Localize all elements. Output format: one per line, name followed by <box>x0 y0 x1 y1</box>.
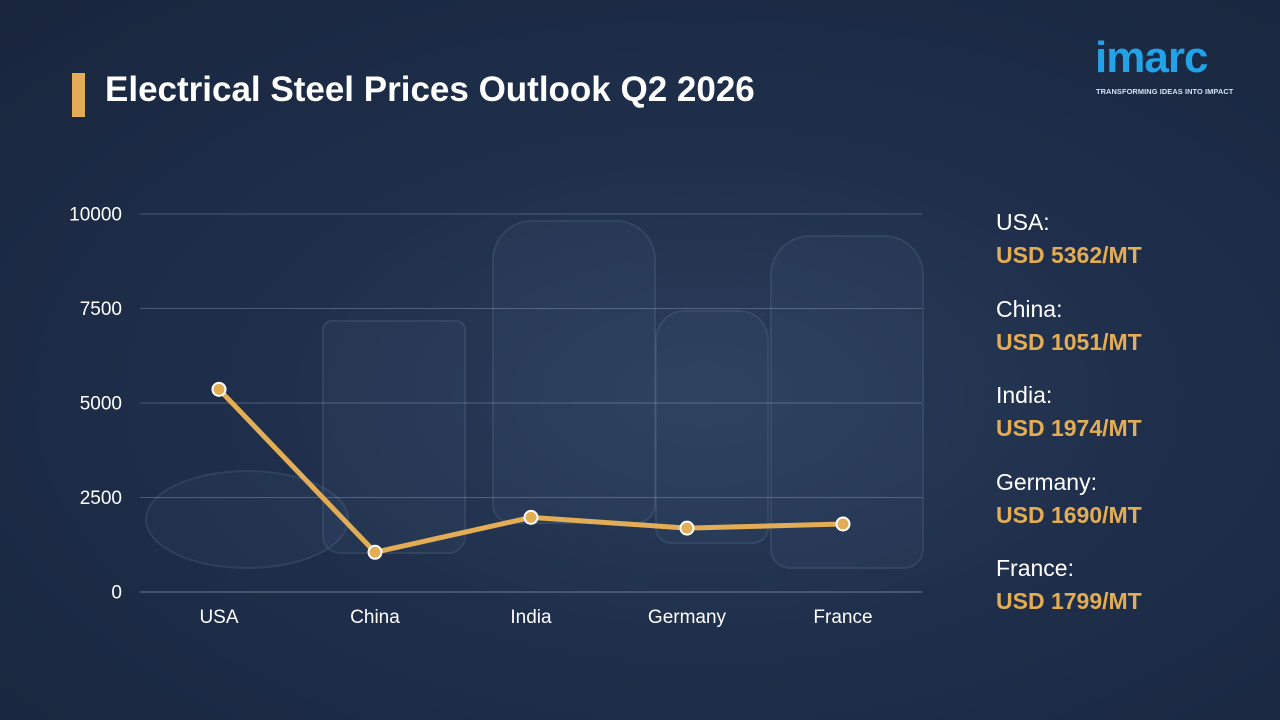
legend-value: USD 1974/MT <box>996 415 1142 441</box>
title-accent-bar <box>72 73 85 117</box>
series-line-path <box>216 386 846 555</box>
x-tick-label: China <box>350 607 400 628</box>
data-point <box>367 544 383 560</box>
x-tick-label: France <box>813 607 872 628</box>
legend-item-china: China: USD 1051/MT <box>996 294 1266 381</box>
flask-shape <box>770 235 924 569</box>
data-point <box>679 520 695 536</box>
legend-label: France: <box>996 555 1074 581</box>
y-axis-ticks: 0 2500 5000 7500 10000 <box>69 205 122 604</box>
x-axis-ticks: USA China India Germany France <box>199 607 872 628</box>
y-tick-label: 5000 <box>80 394 122 415</box>
y-tick-label: 0 <box>111 583 122 604</box>
y-tick-label: 7500 <box>80 299 122 320</box>
page-title: Electrical Steel Prices Outlook Q2 2026 <box>105 70 755 109</box>
data-point <box>523 509 539 525</box>
legend-label: India: <box>996 382 1053 408</box>
legend-value: USD 1690/MT <box>996 501 1142 528</box>
legend-item-india: India: USD 1974/MT <box>996 380 1266 467</box>
x-tick-label: India <box>510 607 552 628</box>
x-tick-label: Germany <box>648 607 727 628</box>
legend-value: USD 1051/MT <box>996 328 1142 355</box>
flask-shape <box>655 310 769 544</box>
legend-item-france: France: USD 1799/MT <box>996 553 1266 640</box>
y-tick-label: 10000 <box>69 205 122 226</box>
y-tick-label: 2500 <box>80 488 122 509</box>
price-legend: USA: USD 5362/MT China: USD 1051/MT Indi… <box>996 207 1266 640</box>
logo-tagline: TRANSFORMING IDEAS INTO IMPACT <box>1096 87 1234 96</box>
legend-item-usa: USA: USD 5362/MT <box>996 207 1266 294</box>
legend-label: China: <box>996 295 1063 322</box>
chart-gridlines <box>140 213 922 593</box>
data-point <box>835 516 851 532</box>
x-tick-label: USA <box>199 607 238 628</box>
imarc-logo: imarc TRANSFORMING IDEAS INTO IMPACT <box>1095 36 1245 100</box>
series-line <box>216 386 846 555</box>
series-points <box>211 381 851 560</box>
legend-label: Germany: <box>996 468 1097 495</box>
legend-value: USD 5362/MT <box>996 242 1142 268</box>
data-point <box>211 381 227 397</box>
logo-wordmark: imarc <box>1095 33 1208 82</box>
legend-item-germany: Germany: USD 1690/MT <box>996 467 1266 554</box>
legend-label: USA: <box>996 209 1050 235</box>
legend-value: USD 1799/MT <box>996 588 1142 614</box>
flask-shape <box>492 220 656 524</box>
